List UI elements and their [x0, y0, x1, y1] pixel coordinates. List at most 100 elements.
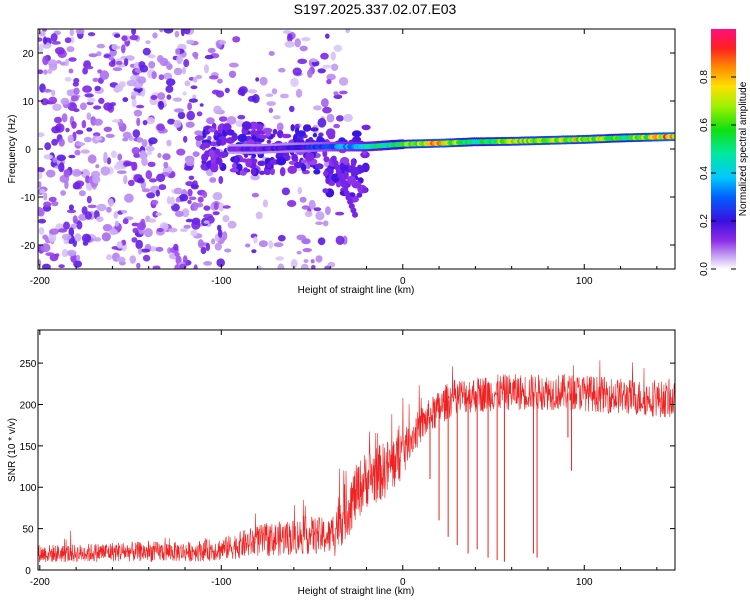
heatmap-noise-blob — [81, 120, 87, 129]
heatmap-cluster-blob — [315, 163, 324, 170]
heatmap-noise-blob — [333, 91, 339, 96]
heatmap-noise-blob — [66, 89, 74, 96]
heatmap-noise-blob — [343, 113, 353, 122]
snr-frame — [37, 329, 676, 571]
heatmap-noise-blob — [262, 199, 268, 208]
heatmap-noise-blob — [294, 38, 302, 48]
heatmap-noise-blob — [203, 205, 211, 211]
heatmap-noise-blob — [295, 88, 303, 98]
heatmap-noise-blob — [51, 201, 59, 207]
heatmap-cluster-blob — [335, 181, 342, 188]
heatmap-noise-blob — [277, 263, 285, 269]
heatmap-noise-blob — [40, 243, 51, 253]
heatmap-noise-blob — [182, 255, 188, 264]
heatmap-noise-blob — [166, 139, 172, 147]
heatmap-noise-blob — [187, 199, 192, 205]
heatmap-noise-blob — [339, 90, 348, 95]
heatmap-noise-blob — [333, 44, 343, 52]
heatmap-noise-blob — [147, 54, 156, 59]
snr-ytick-label: 100 — [20, 483, 37, 494]
heatmap-cluster-blob — [291, 153, 298, 162]
snr-panel: -200 -100 0 100 0 50 100 150 200 250 Height of st… — [7, 329, 676, 597]
heatmap-noise-blob — [136, 262, 141, 269]
heatmap-noise-blob — [45, 169, 56, 178]
heatmap-noise-blob — [166, 196, 172, 205]
heatmap-cluster-blob — [294, 161, 303, 169]
heatmap-noise-blob — [67, 134, 74, 144]
heatmap-noise-blob — [168, 227, 178, 233]
heatmap-noise-blob — [151, 71, 157, 80]
heatmap-noise-blob — [173, 187, 183, 195]
heatmap-noise-blob — [278, 67, 286, 73]
heatmap-noise-blob — [185, 121, 195, 128]
heatmap-noise-blob — [61, 233, 72, 241]
heatmap-noise-blob — [156, 123, 165, 131]
heatmap-noise-blob — [173, 243, 179, 251]
heatmap-noise-blob — [56, 154, 66, 162]
heatmap-noise-blob — [204, 64, 209, 74]
heatmap-noise-blob — [199, 103, 204, 107]
heatmap-noise-blob — [123, 174, 128, 185]
heatmap-noise-blob — [92, 77, 99, 82]
heatmap-noise-blob — [129, 34, 139, 41]
heatmap-noise-blob — [184, 80, 191, 87]
heatmap-noise-blob — [190, 229, 198, 237]
heatmap-noise-blob — [95, 136, 103, 141]
heatmap-noise-blob — [122, 218, 129, 225]
heatmap-noise-blob — [275, 256, 284, 261]
heatmap-cluster-blob — [210, 162, 219, 173]
heatmap-cluster-blob — [258, 134, 268, 140]
heatmap-noise-blob — [183, 166, 193, 171]
heatmap-noise-blob — [336, 115, 344, 122]
heatmap-noise-blob — [229, 62, 239, 68]
heatmap-cluster-blob — [214, 148, 220, 155]
heatmap-cluster-blob — [266, 139, 272, 144]
heatmap-noise-blob — [333, 94, 343, 99]
heatmap-noise-blob — [106, 254, 113, 261]
heatmap-noise-blob — [311, 264, 316, 269]
heatmap-noise-blob — [106, 206, 112, 213]
heatmap-noise-blob — [192, 76, 198, 83]
heatmap-noise-blob — [304, 210, 313, 218]
heatmap-noise-blob — [116, 256, 126, 263]
heatmap-cluster-blob — [287, 165, 298, 174]
heatmap-noise-blob — [146, 192, 156, 199]
heatmap-noise-blob — [190, 184, 199, 190]
heatmap-noise-blob — [148, 137, 158, 145]
heatmap-noise-blob — [113, 164, 122, 170]
heatmap-noise-blob — [131, 161, 136, 171]
heatmap-cluster-blob — [265, 127, 272, 137]
heatmap-cluster-blob — [300, 163, 307, 172]
heatmap-noise-blob — [197, 196, 204, 203]
heatmap-noise-blob — [300, 263, 309, 269]
heatmap-cluster-blob — [322, 188, 329, 194]
heatmap-noise-blob — [313, 105, 322, 111]
heatmap-noise-blob — [259, 76, 268, 86]
heatmap-noise-blob — [86, 195, 92, 204]
heatmap-cluster-blob — [313, 169, 321, 175]
heatmap-noise-blob — [38, 227, 45, 235]
heatmap-noise-blob — [224, 87, 230, 93]
heatmap-noise-blob — [147, 218, 157, 223]
heatmap-noise-blob — [126, 79, 137, 87]
heatmap-noise-blob — [188, 98, 198, 103]
heatmap-noise-blob — [255, 77, 260, 82]
heatmap-noise-blob — [203, 220, 210, 224]
heatmap-noise-blob — [170, 196, 175, 206]
heatmap-noise-blob — [146, 117, 156, 125]
heatmap-cluster-blob — [281, 133, 292, 139]
heatmap-noise-blob — [335, 211, 345, 216]
heatmap-noise-blob — [52, 157, 57, 163]
heatmap-cluster-blob — [300, 159, 307, 164]
heatmap-noise-blob — [116, 241, 123, 249]
heatmap-cluster-blob — [256, 123, 264, 131]
heatmap-noise-blob — [80, 149, 90, 154]
heatmap-noise-blob — [43, 154, 53, 160]
heatmap-cluster-blob — [264, 168, 271, 175]
heatmap-noise-blob — [326, 113, 335, 123]
heatmap-noise-blob — [292, 67, 302, 76]
heatmap-noise-blob — [116, 170, 127, 175]
heatmap-noise-blob — [191, 220, 201, 230]
